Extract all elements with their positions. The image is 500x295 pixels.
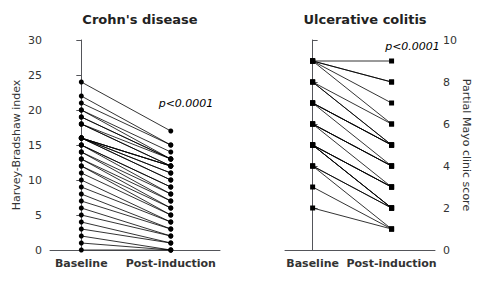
svg-text:20: 20 [28, 104, 42, 117]
svg-text:Partial Mayo clinic score: Partial Mayo clinic score [460, 79, 473, 212]
svg-text:8: 8 [443, 76, 450, 89]
svg-text:25: 25 [28, 69, 42, 82]
svg-text:Crohn's disease: Crohn's disease [82, 12, 197, 27]
svg-text:5: 5 [35, 209, 42, 222]
svg-text:Ulcerative colitis: Ulcerative colitis [303, 12, 426, 27]
svg-text:p<0.0001: p<0.0001 [158, 97, 214, 110]
svg-text:Baseline: Baseline [55, 257, 108, 270]
svg-text:p<0.0001: p<0.0001 [384, 40, 440, 53]
svg-text:Baseline: Baseline [286, 257, 339, 270]
svg-text:0: 0 [35, 244, 42, 257]
svg-text:Harvey-Bradshaw index: Harvey-Bradshaw index [10, 79, 23, 210]
svg-text:Post-induction: Post-induction [126, 257, 216, 270]
svg-text:10: 10 [28, 174, 42, 187]
svg-text:6: 6 [443, 118, 450, 131]
svg-text:0: 0 [443, 244, 450, 257]
svg-text:10: 10 [443, 34, 457, 47]
svg-text:30: 30 [28, 34, 42, 47]
svg-text:Post-induction: Post-induction [346, 257, 436, 270]
svg-text:2: 2 [443, 202, 450, 215]
svg-text:4: 4 [443, 160, 450, 173]
svg-text:15: 15 [28, 139, 42, 152]
